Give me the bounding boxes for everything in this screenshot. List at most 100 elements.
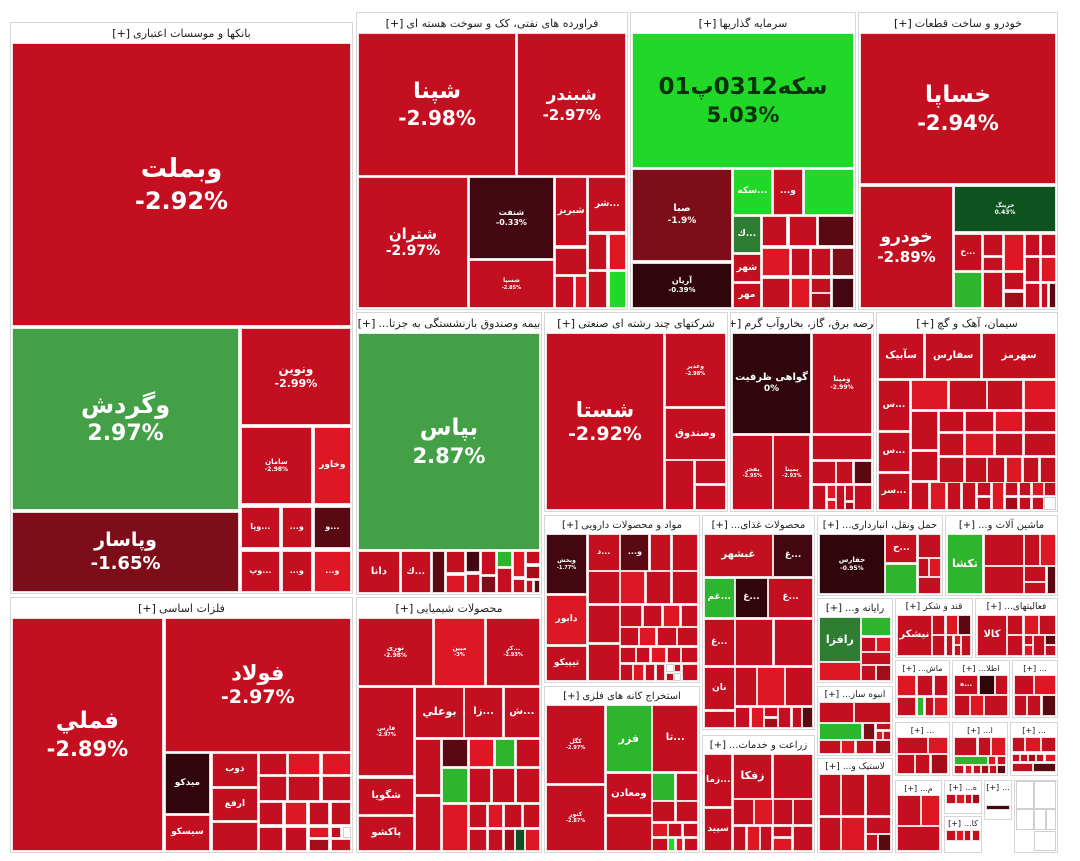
map-tile[interactable] — [1041, 694, 1056, 716]
ticker-tile[interactable]: فملي -2.89% — [12, 618, 163, 851]
map-tile[interactable] — [819, 816, 841, 851]
sector-header-misc-etela[interactable]: [+] اطلا... — [953, 661, 1009, 675]
map-tile[interactable] — [818, 215, 854, 247]
map-tile[interactable] — [875, 730, 883, 740]
map-tile[interactable] — [284, 826, 307, 851]
map-tile[interactable] — [982, 257, 1004, 271]
ticker-tile[interactable]: ...سر — [878, 472, 911, 510]
map-tile[interactable] — [995, 675, 1008, 695]
ticker-tile[interactable]: ...غ — [768, 577, 813, 619]
ticker-tile[interactable]: ...شر — [588, 177, 626, 233]
expand-icon[interactable]: [+] — [698, 16, 717, 30]
ticker-tile[interactable]: شپنا -2.98% — [358, 33, 517, 176]
map-tile[interactable] — [916, 675, 934, 697]
map-tile[interactable] — [810, 292, 831, 308]
expand-icon[interactable]: [+] — [902, 663, 916, 673]
ticker-tile[interactable]: وبملت -2.92% — [12, 43, 351, 326]
map-tile[interactable] — [810, 247, 831, 277]
map-tile[interactable] — [675, 837, 683, 851]
map-tile[interactable] — [811, 485, 826, 510]
ticker-tile[interactable]: نیشکر — [897, 615, 932, 656]
map-tile[interactable] — [322, 753, 351, 776]
map-tile[interactable] — [633, 664, 645, 681]
map-tile[interactable] — [672, 571, 698, 604]
map-tile[interactable] — [836, 461, 854, 485]
ticker-tile[interactable]: وصندوق — [664, 408, 726, 460]
map-tile[interactable] — [932, 615, 946, 635]
map-tile[interactable] — [554, 247, 588, 275]
map-tile[interactable] — [984, 694, 1008, 716]
map-tile[interactable] — [1049, 283, 1056, 308]
map-tile[interactable] — [587, 571, 620, 604]
ticker-tile[interactable]: ...ك — [733, 215, 761, 253]
map-tile[interactable] — [955, 830, 964, 841]
map-tile[interactable] — [526, 565, 540, 579]
ticker-tile[interactable]: سهرمز — [982, 333, 1056, 380]
map-tile[interactable] — [764, 706, 778, 718]
ticker-tile[interactable]: ...کر -2.93% — [486, 618, 540, 686]
map-tile[interactable] — [1023, 410, 1056, 433]
map-tile[interactable] — [1007, 615, 1024, 635]
map-tile[interactable] — [793, 799, 813, 826]
map-tile[interactable] — [958, 615, 971, 635]
map-tile[interactable] — [259, 802, 284, 826]
map-tile[interactable] — [682, 822, 698, 838]
ticker-tile[interactable]: حفارس -0.95% — [819, 534, 885, 594]
expand-icon[interactable]: [+] — [731, 316, 742, 330]
map-tile[interactable] — [916, 696, 925, 716]
map-tile[interactable] — [804, 169, 854, 215]
map-tile[interactable] — [972, 764, 981, 774]
map-tile[interactable] — [929, 558, 941, 577]
map-tile[interactable] — [785, 666, 813, 706]
map-tile[interactable] — [961, 481, 976, 510]
map-tile[interactable] — [480, 551, 497, 575]
map-tile[interactable] — [761, 215, 788, 247]
map-tile[interactable] — [987, 379, 1024, 410]
map-tile[interactable] — [883, 730, 891, 740]
sector-header-misc-ka[interactable]: [+] کا... — [945, 817, 981, 830]
map-tile[interactable] — [1041, 257, 1056, 282]
map-tile[interactable] — [875, 636, 891, 652]
map-tile[interactable] — [415, 739, 441, 796]
map-tile[interactable] — [1004, 233, 1024, 271]
ticker-tile[interactable]: کنور -2.87% — [546, 784, 606, 851]
map-tile[interactable] — [1044, 496, 1056, 510]
map-tile[interactable] — [991, 481, 1005, 510]
map-tile[interactable] — [1025, 737, 1041, 752]
expand-icon[interactable]: [+] — [825, 761, 840, 772]
ticker-tile[interactable]: ...ش — [503, 686, 540, 738]
sector-header-food-products[interactable]: [+] محصولات غذای... — [703, 516, 814, 534]
map-tile[interactable] — [840, 816, 866, 851]
expand-icon[interactable]: [+] — [986, 783, 1000, 792]
map-tile[interactable] — [1024, 582, 1047, 594]
map-tile[interactable] — [695, 460, 726, 485]
map-tile[interactable] — [819, 662, 861, 681]
ticker-tile[interactable]: ...غ — [704, 619, 735, 666]
map-tile[interactable] — [469, 828, 488, 851]
map-tile[interactable] — [512, 578, 526, 593]
map-tile[interactable] — [826, 500, 836, 510]
map-tile[interactable] — [954, 694, 971, 716]
map-tile[interactable] — [811, 461, 836, 485]
map-tile[interactable] — [810, 277, 831, 293]
expand-icon[interactable]: [+] — [557, 316, 576, 330]
map-tile[interactable] — [415, 796, 441, 851]
expand-icon[interactable]: [+] — [893, 16, 912, 30]
map-tile[interactable] — [587, 643, 620, 681]
ticker-tile[interactable]: سآبیک — [878, 333, 925, 380]
map-tile[interactable] — [965, 433, 994, 456]
map-tile[interactable] — [865, 774, 891, 817]
map-tile[interactable] — [1012, 737, 1026, 752]
sector-header-pharmaceuticals[interactable]: [+] مواد و محصولات دارویی — [545, 516, 699, 534]
ticker-tile[interactable]: گواهی ظرفیت 0% — [732, 333, 812, 434]
expand-icon[interactable]: [+] — [958, 519, 976, 531]
ticker-tile[interactable]: شبندر -2.97% — [517, 33, 626, 176]
map-tile[interactable] — [772, 837, 793, 851]
map-tile[interactable] — [971, 830, 980, 841]
map-tile[interactable] — [259, 776, 287, 801]
map-tile[interactable] — [855, 739, 875, 754]
map-tile[interactable] — [930, 753, 948, 774]
ticker-tile[interactable]: کالا — [977, 615, 1008, 656]
map-tile[interactable] — [639, 627, 657, 647]
map-tile[interactable] — [976, 481, 992, 496]
